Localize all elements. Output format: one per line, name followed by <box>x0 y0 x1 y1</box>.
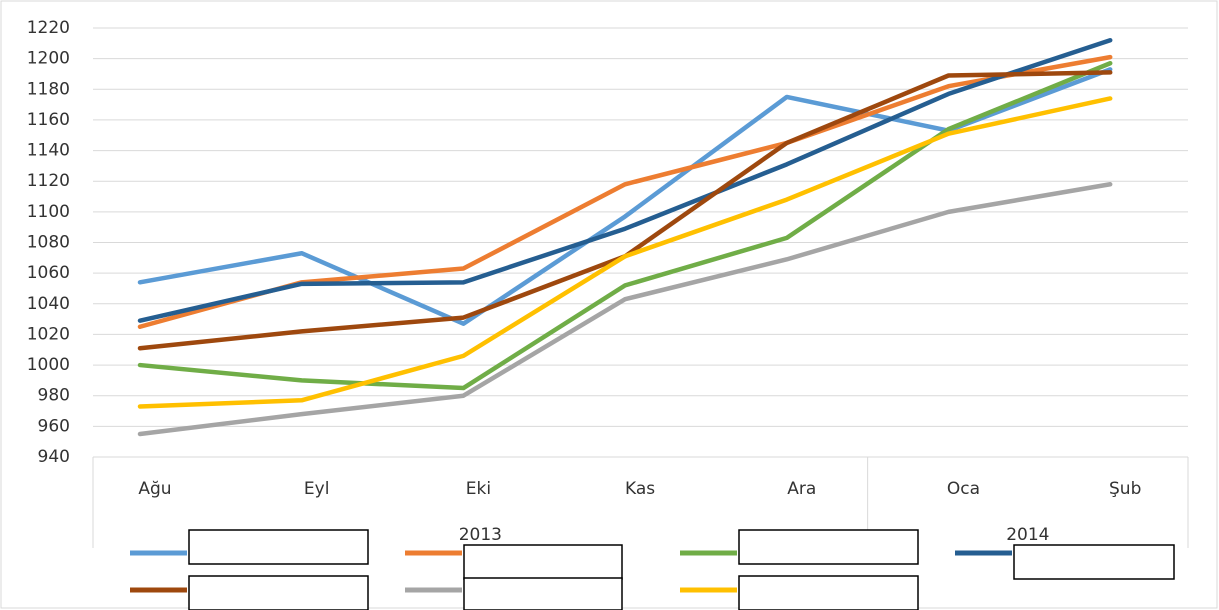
y-tick-label: 1040 <box>27 294 70 314</box>
legend-box <box>738 529 919 565</box>
legend-box <box>188 529 369 565</box>
y-tick-label: 1020 <box>27 324 70 344</box>
y-tick-label: 1100 <box>27 202 70 222</box>
y-tick-label: 1220 <box>27 18 70 38</box>
x-tick-label: Eki <box>466 479 491 499</box>
x-tick-label: Eyl <box>304 479 330 499</box>
y-tick-label: 1000 <box>27 355 70 375</box>
legend-box <box>738 575 919 610</box>
y-tick-label: 1200 <box>27 49 70 69</box>
x-tick-label: Şub <box>1109 479 1141 499</box>
y-tick-label: 940 <box>38 447 70 467</box>
y-tick-label: 1140 <box>27 141 70 161</box>
series-line <box>137 38 1113 323</box>
legend-box <box>188 575 369 610</box>
series-line <box>137 96 1113 409</box>
y-tick-label: 1180 <box>27 79 70 99</box>
y-tick-label: 960 <box>38 416 70 436</box>
y-tick-label: 1060 <box>27 263 70 283</box>
y-tick-label: 1120 <box>27 171 70 191</box>
y-tick-label: 980 <box>38 386 70 406</box>
x-tick-label: Oca <box>947 479 980 499</box>
series-line <box>137 182 1113 437</box>
y-tick-label: 1160 <box>27 110 70 130</box>
x-tick-label: Ara <box>787 479 816 499</box>
legend-box <box>463 577 623 610</box>
x-tick-label: Kas <box>625 479 655 499</box>
series-line <box>137 60 1113 391</box>
group-label: 2014 <box>1006 525 1049 545</box>
y-tick-label: 1080 <box>27 233 70 253</box>
legend-box <box>463 544 623 580</box>
group-label: 2013 <box>459 525 502 545</box>
legend-box <box>1013 544 1175 580</box>
x-tick-label: Ağu <box>138 479 171 499</box>
